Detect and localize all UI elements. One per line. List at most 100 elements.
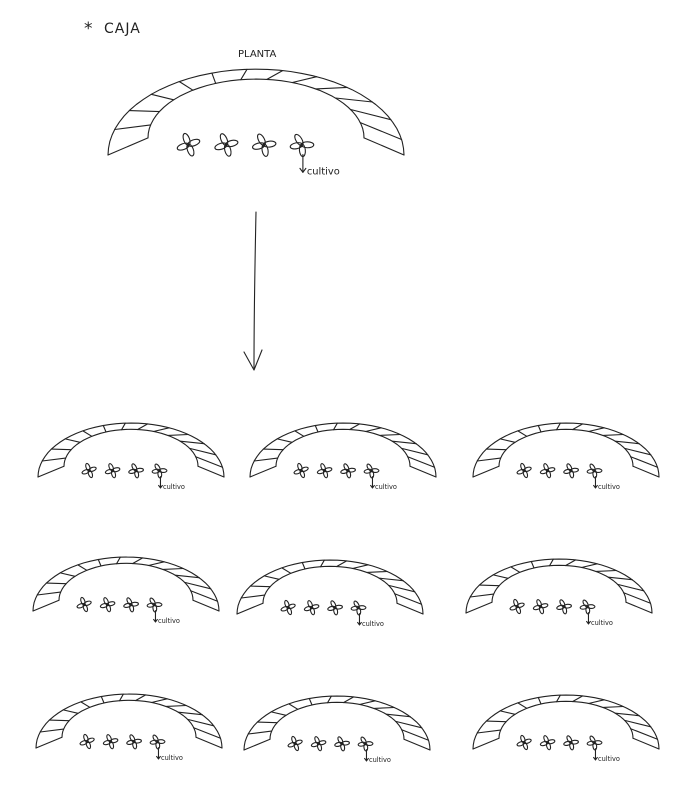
flower-center xyxy=(592,741,596,745)
arch-segment xyxy=(308,697,313,706)
flower-icon xyxy=(303,600,320,616)
petal xyxy=(543,735,550,744)
arch-inner xyxy=(269,701,405,740)
arch-segment xyxy=(359,122,403,141)
arch-end xyxy=(236,602,264,615)
arch-segment xyxy=(249,585,271,588)
annotation-arrow-head xyxy=(153,618,158,623)
arch-segment xyxy=(184,581,212,590)
arch-segment xyxy=(327,695,332,704)
arch-segment xyxy=(128,110,160,113)
arch-segment xyxy=(401,447,429,456)
petal xyxy=(307,600,314,609)
arch-segment xyxy=(407,456,436,468)
flower-center xyxy=(515,605,518,609)
flower-icon xyxy=(556,599,572,615)
flower-center xyxy=(155,740,159,744)
note-text: CAJA xyxy=(104,21,141,37)
arch-segment xyxy=(379,433,401,436)
grid-unit: cultivo xyxy=(35,693,223,762)
flower-icon xyxy=(151,463,168,479)
arch-segment xyxy=(276,438,293,443)
flower-center xyxy=(545,469,549,473)
arch-segment xyxy=(320,559,325,568)
arch-segment xyxy=(97,558,102,567)
flower-center xyxy=(299,469,302,473)
flower-icon xyxy=(579,599,596,615)
flower-icon xyxy=(539,735,556,751)
arch-segment xyxy=(587,699,605,705)
arch-segment xyxy=(580,563,598,569)
petal xyxy=(294,133,304,147)
arch-segment xyxy=(102,424,107,433)
flower-icon xyxy=(586,735,603,751)
arch-segment xyxy=(77,564,88,571)
petal xyxy=(176,142,190,151)
flower-icon xyxy=(310,736,327,752)
arch-segment xyxy=(469,593,495,598)
arch-inner xyxy=(58,562,194,601)
petal xyxy=(154,463,161,472)
annotation-label: cultivo xyxy=(307,166,340,177)
arch-segment xyxy=(614,440,640,445)
petal xyxy=(582,599,589,608)
arch-segment xyxy=(114,124,152,131)
down-arrow xyxy=(243,211,263,371)
flower-center xyxy=(569,741,572,745)
arch-segment xyxy=(617,583,645,592)
flower-center xyxy=(369,469,373,473)
flower-center xyxy=(309,606,313,610)
arch-end xyxy=(632,737,660,750)
arch-segment xyxy=(476,457,502,462)
arch-segment xyxy=(587,427,605,433)
arch-segment xyxy=(135,694,147,702)
petal xyxy=(566,463,573,472)
arch-segment xyxy=(485,720,507,723)
annotation-arrow-head xyxy=(156,755,161,760)
arch-segment xyxy=(394,593,423,605)
annotation-arrow-head xyxy=(593,484,598,489)
petal xyxy=(543,463,550,472)
arch-inner xyxy=(498,700,634,739)
flower-center xyxy=(293,742,296,746)
flower-icon xyxy=(334,736,350,752)
petal xyxy=(566,735,573,744)
arch-outer xyxy=(465,558,653,614)
petal xyxy=(103,597,110,606)
arch-segment xyxy=(147,561,165,567)
arch-end xyxy=(195,736,223,749)
arch-segment xyxy=(45,582,67,585)
arch-end xyxy=(249,465,277,478)
flower-icon xyxy=(176,132,201,157)
flower-center xyxy=(87,469,90,473)
petal xyxy=(353,600,360,609)
flower-icon xyxy=(146,597,163,613)
arch-segment xyxy=(262,448,284,451)
arch-segment xyxy=(189,447,217,456)
arch-segment xyxy=(565,559,577,567)
flower-center xyxy=(132,740,135,744)
annotation-arrow-head xyxy=(586,620,591,625)
arch-segment xyxy=(82,430,93,437)
petal xyxy=(152,734,159,743)
petal xyxy=(366,463,373,472)
arch-segment xyxy=(602,705,624,708)
petal xyxy=(314,736,321,745)
arch-end xyxy=(465,601,493,614)
arch-segment xyxy=(499,710,516,715)
asterisk-mark: * xyxy=(84,19,93,39)
arch-segment xyxy=(50,448,72,451)
arch-outer xyxy=(472,694,660,750)
arch-segment xyxy=(537,696,542,705)
main-arch: cultivo xyxy=(107,68,405,177)
arch-segment xyxy=(294,430,305,437)
arch-segment xyxy=(64,438,81,443)
arch-outer xyxy=(472,422,660,478)
grid-unit: cultivo xyxy=(32,556,220,625)
arch-segment xyxy=(630,456,659,468)
arrow-head xyxy=(243,349,263,371)
arch-segment xyxy=(351,564,369,570)
arch-end xyxy=(625,601,653,614)
flower-center xyxy=(522,741,525,745)
petal xyxy=(589,735,596,744)
